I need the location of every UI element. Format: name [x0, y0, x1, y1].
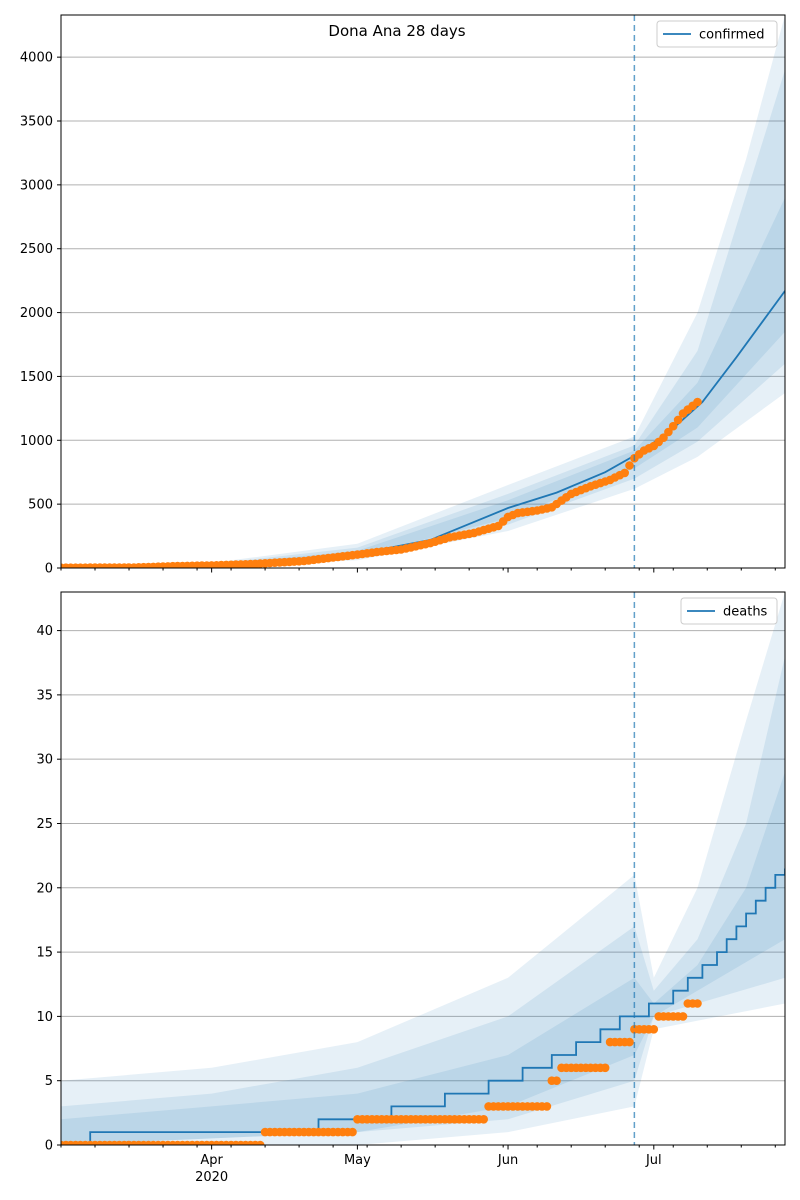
x-tick-label: Apr — [200, 1153, 223, 1168]
y-tick-label: 1000 — [20, 434, 53, 449]
data-point — [600, 1063, 610, 1073]
data-point — [542, 1102, 552, 1111]
data-point — [620, 468, 629, 478]
y-tick-label: 1500 — [20, 370, 53, 385]
data-point — [693, 999, 702, 1008]
y-tick-label: 10 — [36, 1010, 53, 1025]
x-tick-label: May — [344, 1153, 371, 1168]
data-point — [552, 1076, 561, 1085]
chart-title: Dona Ana 28 days — [328, 22, 465, 40]
uncertainty-band-middle — [61, 69, 785, 568]
data-point — [255, 1140, 265, 1145]
y-tick-label: 2500 — [20, 242, 53, 257]
data-point — [659, 433, 668, 443]
data-point — [673, 415, 683, 425]
x-year-label: 2020 — [195, 1170, 228, 1185]
legend-box — [656, 20, 778, 48]
x-tick-label: Jun — [497, 1153, 518, 1168]
data-point — [649, 1025, 659, 1034]
data-point — [678, 1012, 688, 1021]
data-point — [664, 427, 673, 437]
data-point — [348, 1127, 357, 1137]
legend-box — [680, 597, 778, 625]
y-tick-label: 25 — [36, 817, 53, 832]
y-tick-label: 3000 — [20, 178, 53, 193]
y-tick-label: 2000 — [20, 306, 53, 321]
legend: confirmed — [656, 20, 778, 48]
data-point — [479, 1115, 489, 1124]
data-point — [625, 1037, 634, 1047]
legend-label: deaths — [723, 605, 768, 620]
uncertainty-band-middle — [61, 656, 785, 1145]
uncertainty-band-inner — [61, 197, 785, 568]
y-tick-label: 40 — [36, 624, 53, 639]
uncertainty-band-outer — [61, 592, 785, 1145]
y-tick-label: 3500 — [20, 115, 53, 130]
y-tick-label: 4000 — [20, 51, 53, 66]
y-tick-label: 0 — [45, 562, 53, 577]
uncertainty-band-outer — [61, 15, 785, 568]
legend: deaths — [680, 597, 778, 625]
y-tick-label: 0 — [45, 1139, 53, 1154]
legend-label: confirmed — [699, 28, 765, 43]
data-point — [693, 397, 702, 407]
data-point — [668, 421, 678, 431]
y-tick-label: 500 — [28, 498, 53, 513]
plot-area — [61, 15, 785, 568]
plot-frame — [60, 14, 786, 569]
y-tick-label: 5 — [45, 1074, 53, 1089]
plot-area — [61, 592, 785, 1145]
confirmed-panel: 0 500 1000 1500 2000 2500 3000 3500 4000 confirme… — [20, 14, 786, 577]
y-tick-label: 30 — [36, 753, 53, 768]
y-tick-label: 20 — [36, 881, 53, 896]
deaths-panel: 0 5 10 15 20 25 30 35 40 Apr 2020 May Jun Jul deaths — [36, 591, 786, 1185]
plot-frame — [60, 591, 786, 1146]
y-tick-label: 15 — [36, 946, 53, 961]
x-tick-label: Jul — [645, 1153, 662, 1168]
series-line-deaths — [61, 868, 785, 1145]
y-tick-label: 35 — [36, 688, 53, 703]
uncertainty-band-inner — [61, 772, 785, 1145]
data-point — [625, 461, 634, 470]
